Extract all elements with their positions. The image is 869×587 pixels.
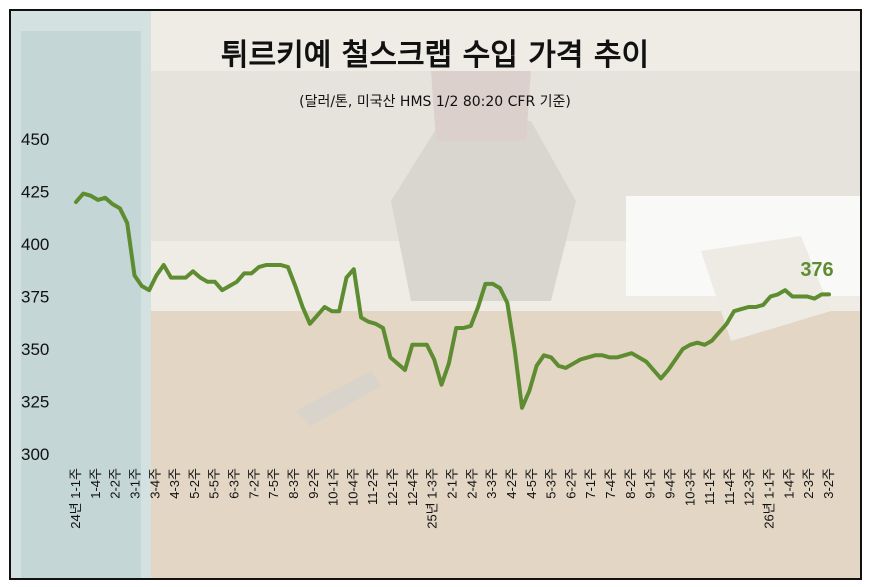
x-tick-label: 25년 1-3주 — [425, 468, 440, 529]
x-tick-label: 3-4주 — [147, 468, 162, 499]
x-tick-label: 5-3주 — [544, 468, 559, 499]
x-tick-label: 9-2주 — [306, 468, 321, 499]
x-tick-label: 5-2주 — [187, 468, 202, 499]
chart-subtitle: (달러/톤, 미국산 HMS 1/2 80:20 CFR 기준) — [299, 94, 571, 110]
chart-title: 튀르키예 철스크랩 수입 가격 추이 — [221, 38, 649, 73]
x-tick-label: 11-2주 — [365, 468, 380, 505]
x-tick-label: 7-1주 — [583, 468, 598, 499]
x-tick-label: 3-3주 — [484, 468, 499, 499]
y-tick-label: 375 — [21, 288, 49, 307]
y-tick-label: 300 — [21, 445, 49, 464]
price-series-line — [74, 191, 831, 410]
scrap-grapple-background-photo — [11, 11, 860, 578]
x-tick-label: 24년 1-1주 — [68, 468, 83, 529]
x-tick-label: 11-4주 — [722, 468, 737, 505]
x-tick-label: 6-2주 — [563, 468, 578, 499]
y-tick-label: 350 — [21, 340, 49, 359]
x-tick-label: 2-3주 — [801, 468, 816, 499]
series-layer — [74, 191, 831, 410]
x-tick-label: 9-4주 — [662, 468, 677, 499]
x-tick-label: 3-2주 — [821, 468, 836, 499]
x-tick-label: 11-1주 — [702, 468, 717, 505]
x-tick-label: 2-2주 — [108, 468, 123, 499]
x-tick-label: 4-2주 — [504, 468, 519, 499]
x-tick-label: 12-1주 — [385, 468, 400, 506]
x-tick-label: 12-3주 — [742, 468, 757, 506]
x-tick-label: 8-3주 — [286, 468, 301, 499]
x-axis: 24년 1-1주 1-4주 2-2주 3-1주 3-4주 4-3주 5-2주 5-5주 6-3주… — [68, 468, 836, 529]
y-tick-label: 325 — [21, 393, 49, 412]
chart-frame: 튀르키예 철스크랩 수입 가격 추이 (달러/톤, 미국산 HMS 1/2 80… — [9, 9, 862, 580]
x-tick-label: 9-1주 — [643, 468, 658, 499]
x-tick-label: 10-1주 — [326, 468, 341, 506]
x-tick-label: 1-4주 — [781, 468, 796, 499]
y-tick-label: 450 — [21, 130, 49, 149]
x-tick-label: 6-3주 — [227, 468, 242, 499]
y-axis: 300 325 350 375 400 425 450 — [21, 130, 49, 464]
x-tick-label: 10-4주 — [345, 468, 360, 506]
y-tick-label: 425 — [21, 183, 49, 202]
x-tick-label: 4-5주 — [524, 468, 539, 499]
x-tick-label: 7-5주 — [266, 468, 281, 499]
x-tick-label: 3-1주 — [127, 468, 142, 499]
x-tick-label: 7-4주 — [603, 468, 618, 499]
x-tick-label: 10-3주 — [682, 468, 697, 506]
x-tick-label: 8-2주 — [623, 468, 638, 499]
y-tick-label: 400 — [21, 235, 49, 254]
x-tick-label: 26년 1-1주 — [762, 468, 777, 529]
x-tick-label: 12-4주 — [405, 468, 420, 506]
x-tick-label: 5-5주 — [207, 468, 222, 499]
x-tick-label: 4-3주 — [167, 468, 182, 499]
x-tick-label: 2-4주 — [464, 468, 479, 499]
x-tick-label: 7-2주 — [246, 468, 261, 499]
last-value-label: 376 — [800, 259, 833, 281]
x-tick-label: 1-4주 — [88, 468, 103, 499]
x-tick-label: 2-1주 — [445, 468, 460, 499]
price-line-chart: 튀르키예 철스크랩 수입 가격 추이 (달러/톤, 미국산 HMS 1/2 80… — [21, 38, 836, 529]
